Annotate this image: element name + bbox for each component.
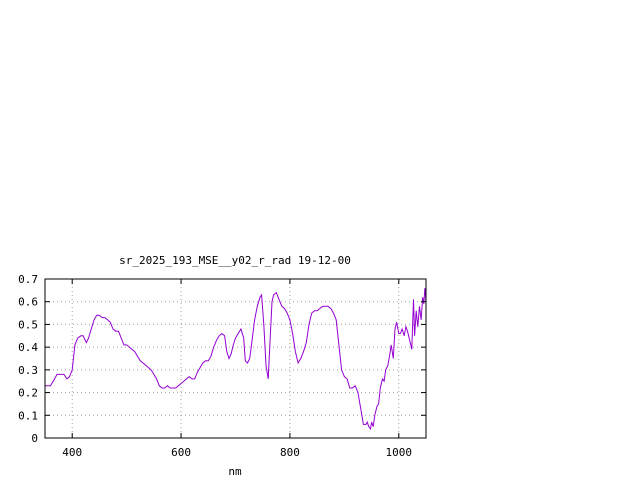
y-tick-label: 0.1: [18, 409, 38, 422]
x-tick-label: 800: [280, 446, 300, 459]
plot-frame: [44, 278, 427, 439]
x-tick-label: 400: [62, 446, 82, 459]
series-line: [45, 288, 427, 431]
y-tick-label: 0.2: [18, 387, 38, 400]
x-axis-tick-labels: 400 600 800 1000: [62, 446, 412, 459]
y-tick-label: 0.3: [18, 364, 38, 377]
x-tick-label: 1000: [386, 446, 413, 459]
y-tick-label: 0.6: [18, 296, 38, 309]
y-axis-tick-labels: 0 0.1 0.2 0.3 0.4 0.5 0.6 0.7: [18, 273, 38, 445]
y-tick-label: 0.4: [18, 341, 38, 354]
grid: [45, 278, 426, 439]
x-tick-label: 600: [171, 446, 191, 459]
chart-title: sr_2025_193_MSE__y02_r_rad 19-12-00: [119, 254, 351, 267]
y-tick-label: 0.7: [18, 273, 38, 286]
y-tick-label: 0.5: [18, 318, 38, 331]
axis-ticks: [45, 278, 426, 439]
y-tick-label: 0: [31, 432, 38, 445]
x-axis-label: nm: [228, 465, 242, 478]
